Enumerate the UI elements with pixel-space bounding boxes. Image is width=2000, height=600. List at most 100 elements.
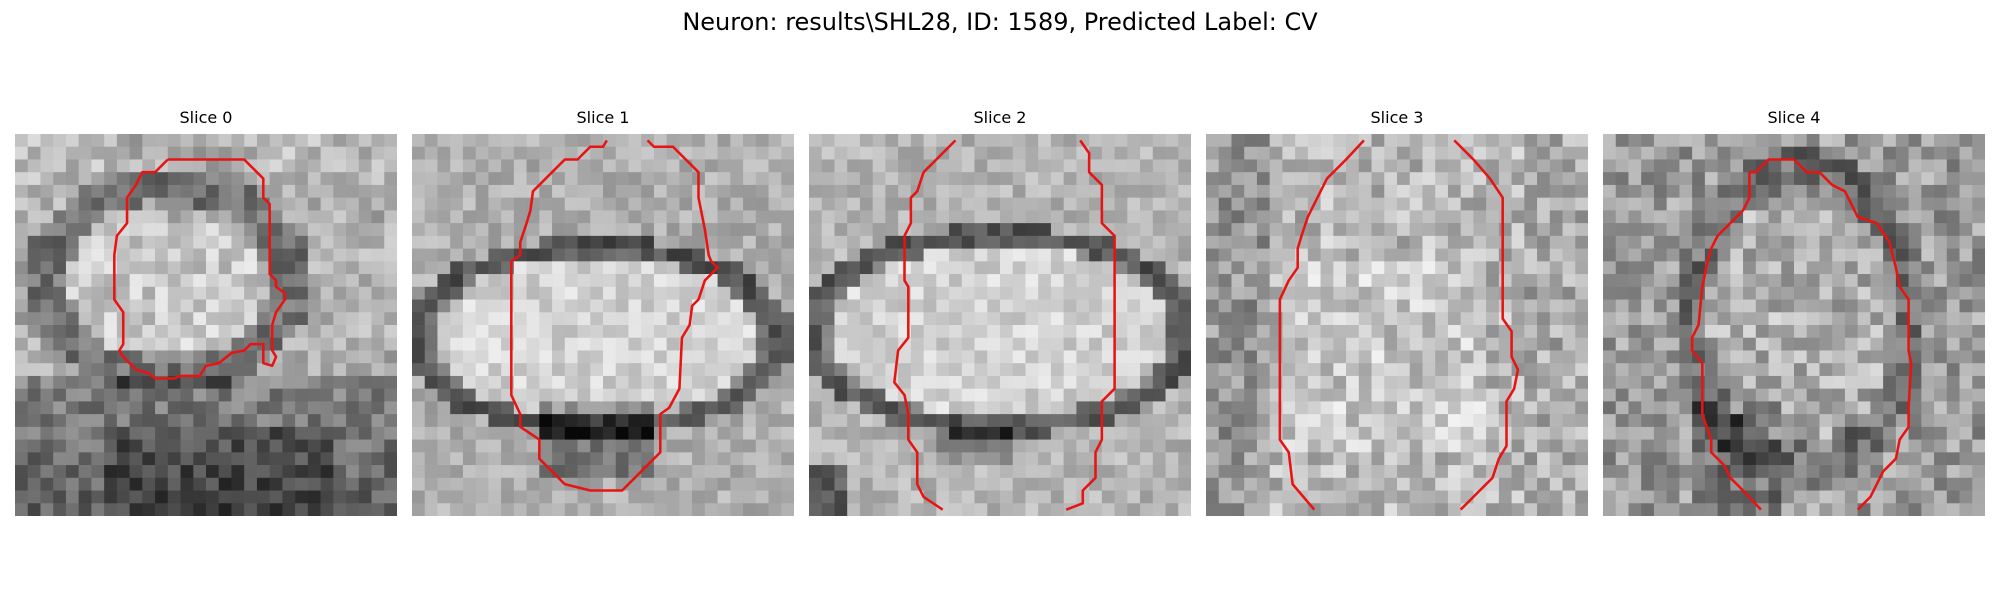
pixel — [1486, 439, 1500, 453]
pixel — [142, 261, 156, 275]
pixel — [768, 363, 782, 377]
pixel — [1575, 503, 1588, 516]
pixel — [577, 490, 591, 504]
pixel — [1730, 159, 1744, 173]
pixel — [1307, 261, 1321, 275]
pixel — [1743, 146, 1757, 160]
pixel — [781, 401, 794, 415]
pixel — [1435, 235, 1449, 249]
pixel — [1089, 184, 1103, 198]
pixel — [1832, 172, 1846, 186]
pixel — [628, 159, 642, 173]
pixel — [1768, 388, 1782, 402]
pixel — [898, 452, 912, 466]
pixel — [1704, 325, 1718, 338]
pixel — [603, 503, 616, 516]
pixel — [1704, 223, 1718, 237]
pixel — [885, 426, 899, 440]
pixel — [1666, 401, 1680, 415]
pixel — [1768, 184, 1782, 198]
pixel — [641, 503, 655, 516]
pixel — [1972, 414, 1985, 428]
pixel — [1794, 312, 1807, 326]
pixel — [1244, 452, 1258, 466]
pixel — [1295, 465, 1309, 479]
pixel — [1089, 159, 1103, 173]
pixel — [78, 337, 92, 351]
pixel — [1666, 286, 1680, 300]
pixel — [1524, 223, 1538, 237]
pixel — [1358, 503, 1372, 516]
pixel — [1206, 363, 1219, 377]
pixel — [384, 235, 397, 249]
pixel — [206, 325, 219, 338]
pixel — [1781, 184, 1795, 198]
pixel — [628, 197, 642, 211]
pixel — [1140, 350, 1154, 364]
pixel — [1908, 210, 1922, 224]
pixel — [552, 363, 566, 377]
pixel — [412, 363, 425, 377]
pixel — [384, 350, 397, 364]
pixel — [78, 503, 92, 516]
pixel — [231, 337, 245, 351]
pixel — [462, 465, 476, 479]
pixel — [743, 388, 757, 402]
pixel — [1269, 261, 1283, 275]
pixel — [590, 337, 604, 351]
pixel — [743, 477, 757, 491]
pixel — [1628, 312, 1642, 326]
pixel — [898, 439, 912, 453]
pixel — [1409, 325, 1423, 338]
pixel — [898, 350, 912, 364]
pixel — [1025, 134, 1039, 147]
pixel — [346, 223, 360, 237]
pixel — [898, 159, 912, 173]
pixel — [1946, 426, 1960, 440]
pixel — [526, 235, 540, 249]
pixel — [872, 325, 886, 338]
pixel — [1050, 223, 1064, 237]
pixel — [244, 146, 258, 160]
pixel — [167, 235, 181, 249]
pixel — [1435, 197, 1449, 211]
pixel — [1295, 159, 1309, 173]
pixel — [1320, 337, 1334, 351]
pixel — [1025, 184, 1039, 198]
pixel — [358, 426, 372, 440]
pixel — [1218, 197, 1232, 211]
pixel — [910, 235, 924, 249]
pixel — [437, 248, 451, 262]
pixel — [346, 210, 360, 224]
pixel — [615, 235, 629, 249]
pixel — [1717, 414, 1731, 428]
pixel — [717, 363, 731, 377]
pixel — [1101, 286, 1115, 300]
pixel — [15, 477, 28, 491]
pixel — [116, 134, 130, 147]
pixel — [1473, 172, 1487, 186]
pixel — [1089, 426, 1103, 440]
pixel — [1743, 414, 1757, 428]
pixel — [424, 363, 438, 377]
pixel — [1628, 184, 1642, 198]
pixel — [1050, 465, 1064, 479]
pixel — [1908, 465, 1922, 479]
pixel — [1178, 299, 1191, 313]
pixel — [1641, 184, 1655, 198]
pixel — [847, 134, 861, 147]
pixel — [1307, 172, 1321, 186]
pixel — [987, 248, 1001, 262]
pixel — [552, 350, 566, 364]
pixel — [1333, 146, 1347, 160]
pixel — [1934, 490, 1948, 504]
pixel — [872, 426, 886, 440]
pixel — [1256, 274, 1270, 288]
pixel — [539, 223, 553, 237]
pixel — [987, 146, 1001, 160]
pixel — [1628, 439, 1642, 453]
pixel — [462, 363, 476, 377]
pixel — [1653, 439, 1667, 453]
pixel — [1152, 312, 1166, 326]
pixel — [679, 261, 693, 275]
